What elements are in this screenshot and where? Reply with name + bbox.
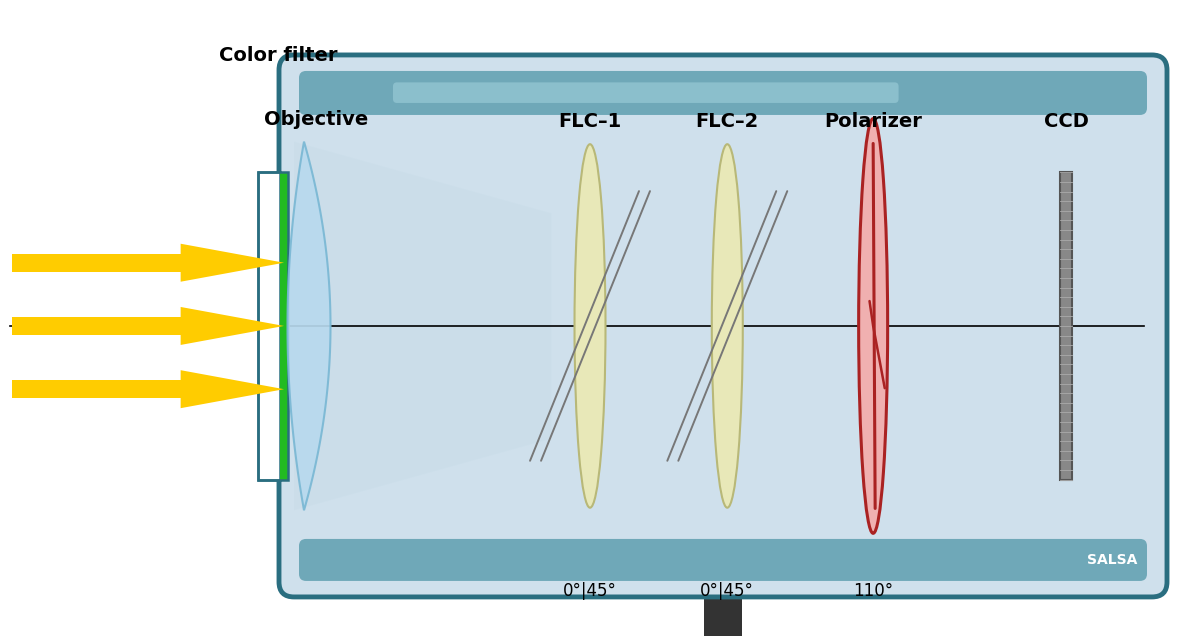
Bar bbox=[12, 317, 181, 335]
Ellipse shape bbox=[712, 144, 743, 508]
FancyBboxPatch shape bbox=[392, 82, 899, 103]
Text: 110°: 110° bbox=[853, 582, 893, 600]
FancyBboxPatch shape bbox=[299, 71, 1147, 115]
Bar bbox=[704, 572, 742, 636]
Bar bbox=[258, 172, 280, 480]
Polygon shape bbox=[294, 142, 552, 510]
Ellipse shape bbox=[575, 144, 606, 508]
Bar bbox=[12, 254, 181, 272]
Polygon shape bbox=[181, 370, 284, 408]
Text: Objective: Objective bbox=[264, 110, 368, 129]
Text: SALSA: SALSA bbox=[1087, 553, 1138, 567]
Text: FLC–1: FLC–1 bbox=[558, 112, 622, 131]
Bar bbox=[1061, 172, 1073, 480]
Text: Color filter: Color filter bbox=[218, 46, 337, 65]
Text: Polarizer: Polarizer bbox=[824, 112, 922, 131]
Text: FLC–2: FLC–2 bbox=[696, 112, 758, 131]
FancyBboxPatch shape bbox=[278, 55, 1168, 597]
Bar bbox=[12, 380, 181, 398]
Text: 0°|45°: 0°|45° bbox=[701, 582, 755, 600]
Bar bbox=[258, 172, 288, 480]
Polygon shape bbox=[181, 307, 284, 345]
Bar bbox=[280, 172, 288, 480]
Text: 0°|45°: 0°|45° bbox=[563, 582, 617, 600]
Ellipse shape bbox=[859, 118, 888, 534]
Polygon shape bbox=[181, 244, 284, 282]
Text: CCD: CCD bbox=[1044, 112, 1088, 131]
Polygon shape bbox=[288, 142, 330, 510]
FancyBboxPatch shape bbox=[299, 539, 1147, 581]
